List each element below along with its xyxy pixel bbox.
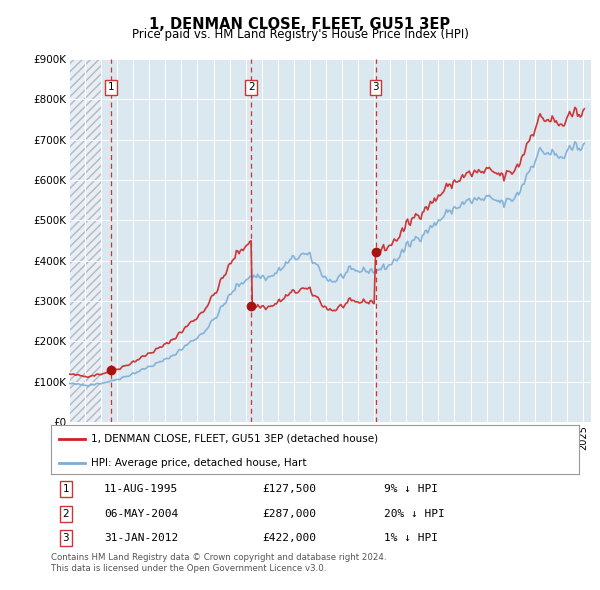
Text: 1, DENMAN CLOSE, FLEET, GU51 3EP: 1, DENMAN CLOSE, FLEET, GU51 3EP bbox=[149, 17, 451, 31]
Text: 1: 1 bbox=[62, 484, 69, 494]
Text: 20% ↓ HPI: 20% ↓ HPI bbox=[383, 509, 445, 519]
Text: 06-MAY-2004: 06-MAY-2004 bbox=[104, 509, 178, 519]
Bar bbox=[69, 59, 101, 422]
Text: 2: 2 bbox=[248, 82, 254, 92]
Text: 11-AUG-1995: 11-AUG-1995 bbox=[104, 484, 178, 494]
Text: 1% ↓ HPI: 1% ↓ HPI bbox=[383, 533, 437, 543]
Text: 3: 3 bbox=[372, 82, 379, 92]
Text: HPI: Average price, detached house, Hart: HPI: Average price, detached house, Hart bbox=[91, 458, 306, 468]
Text: 1, DENMAN CLOSE, FLEET, GU51 3EP (detached house): 1, DENMAN CLOSE, FLEET, GU51 3EP (detach… bbox=[91, 434, 378, 444]
Text: Price paid vs. HM Land Registry's House Price Index (HPI): Price paid vs. HM Land Registry's House … bbox=[131, 28, 469, 41]
Text: 3: 3 bbox=[62, 533, 69, 543]
Text: 1: 1 bbox=[107, 82, 114, 92]
Text: £287,000: £287,000 bbox=[262, 509, 316, 519]
Text: 31-JAN-2012: 31-JAN-2012 bbox=[104, 533, 178, 543]
Text: £127,500: £127,500 bbox=[262, 484, 316, 494]
Text: 9% ↓ HPI: 9% ↓ HPI bbox=[383, 484, 437, 494]
Text: Contains HM Land Registry data © Crown copyright and database right 2024.
This d: Contains HM Land Registry data © Crown c… bbox=[51, 553, 386, 573]
Text: 2: 2 bbox=[62, 509, 69, 519]
Text: £422,000: £422,000 bbox=[262, 533, 316, 543]
